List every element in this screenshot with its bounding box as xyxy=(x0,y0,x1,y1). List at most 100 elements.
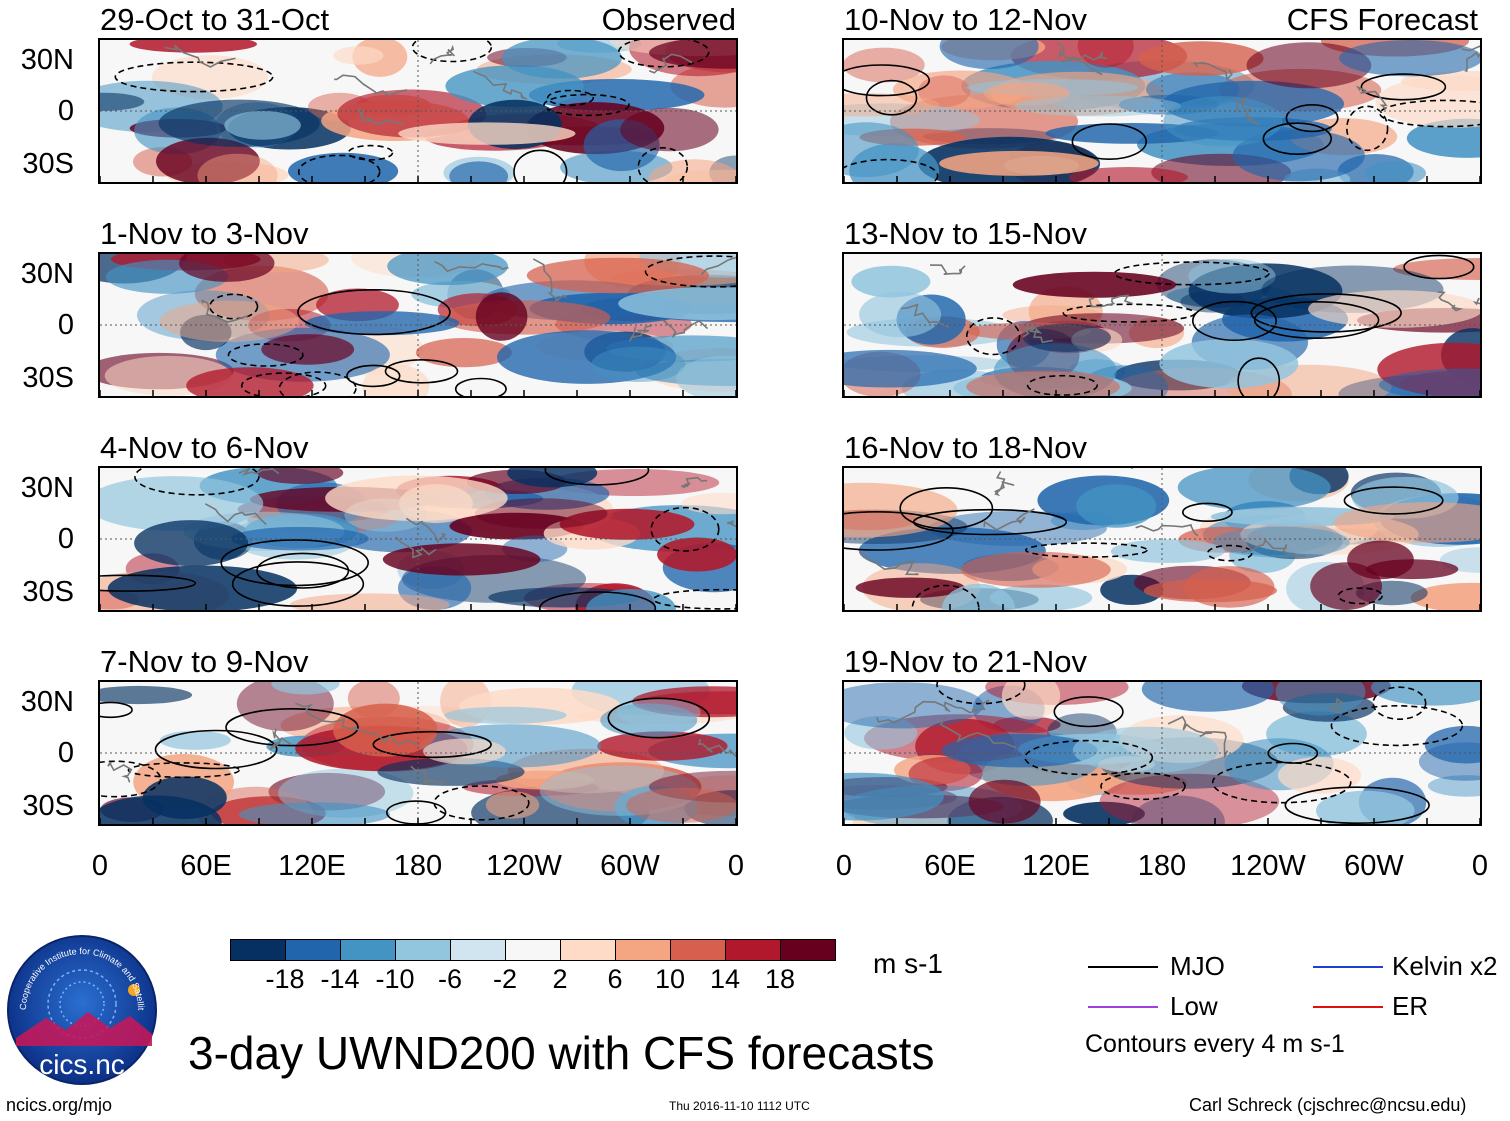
mjo-contour xyxy=(278,371,357,396)
colorbar-swatch xyxy=(505,939,561,961)
anomaly-region xyxy=(844,772,944,821)
panel-title: 19-Nov to 21-Nov xyxy=(844,644,1087,679)
coastline xyxy=(1437,291,1464,312)
mjo-contour xyxy=(1379,99,1480,128)
colorbar-tick-label: 18 xyxy=(764,964,796,994)
legend-swatch xyxy=(1088,966,1158,968)
anomaly-region xyxy=(382,543,541,576)
colorbar-swatch xyxy=(615,939,671,961)
mjo-contour xyxy=(240,372,327,396)
lat-tick-label: 30S xyxy=(22,790,74,822)
mjo-contour xyxy=(1062,303,1196,323)
lon-tick-label: 60E xyxy=(180,850,232,882)
mjo-contour xyxy=(297,288,451,336)
lon-tick-label: 120E xyxy=(1022,850,1090,882)
coastline xyxy=(994,471,1015,497)
mjo-contour xyxy=(347,144,394,161)
anomaly-region xyxy=(1014,95,1182,117)
legend-swatch xyxy=(1088,1006,1158,1008)
coastline xyxy=(238,468,280,476)
coastline xyxy=(357,107,405,126)
mjo-contour xyxy=(1026,374,1098,396)
mjo-contour xyxy=(100,701,133,719)
anomaly-region xyxy=(1410,582,1480,610)
anomaly-region xyxy=(100,685,193,705)
coastline xyxy=(472,70,528,100)
lon-tick-label: 120W xyxy=(1230,850,1306,882)
coastline xyxy=(1192,61,1233,82)
map-panel xyxy=(842,38,1482,184)
anomaly-region xyxy=(156,137,260,182)
panel-title: 1-Nov to 3-Nov xyxy=(100,216,309,251)
anomaly-region xyxy=(559,508,695,540)
mjo-contour xyxy=(637,147,689,182)
anomaly-region xyxy=(1213,526,1350,558)
lon-tick-label: 120W xyxy=(486,850,562,882)
anomaly-region xyxy=(844,682,984,729)
lon-tick-label: 0 xyxy=(91,850,109,882)
mjo-contour xyxy=(114,61,274,93)
mjo-contour xyxy=(433,785,530,821)
anomaly-region xyxy=(1022,323,1111,352)
lon-tick-label: 60W xyxy=(600,850,660,882)
mjo-contour xyxy=(1346,105,1389,152)
map-panel xyxy=(842,680,1482,826)
lon-tick-label: 0 xyxy=(1471,850,1489,882)
anomaly-region xyxy=(1077,40,1134,68)
anomaly-region xyxy=(238,802,391,824)
anomaly-region xyxy=(939,150,1099,176)
anomaly-region xyxy=(844,349,977,388)
mjo-contour xyxy=(134,468,260,496)
anomaly-region xyxy=(485,791,540,819)
map-panel xyxy=(98,466,738,612)
coastline xyxy=(395,536,437,559)
anomaly-region xyxy=(620,107,719,152)
coastline xyxy=(1461,45,1480,72)
anomaly-region xyxy=(230,526,369,551)
coastline xyxy=(726,519,736,528)
lat-tick-label: 30N xyxy=(20,258,74,290)
mjo-contour xyxy=(911,584,980,610)
mjo-contour xyxy=(543,93,630,117)
anomaly-region xyxy=(657,537,736,572)
anomaly-region xyxy=(159,730,231,750)
coastline xyxy=(429,44,456,65)
mjo-contour xyxy=(1053,696,1124,728)
anomaly-region xyxy=(197,153,278,182)
mjo-contour xyxy=(650,506,720,552)
lat-tick-label: 30S xyxy=(22,362,74,394)
heatmap-field xyxy=(844,682,1480,824)
mjo-contour xyxy=(454,377,507,396)
anomaly-region xyxy=(1068,167,1188,182)
coastline xyxy=(662,319,709,338)
footer-author: Carl Schreck (cjschrec@ncsu.edu) xyxy=(1189,1095,1467,1115)
coastline xyxy=(352,726,419,747)
mjo-contour xyxy=(154,729,278,770)
colorbar-swatch xyxy=(340,939,396,961)
anomaly-region xyxy=(600,703,698,738)
anomaly-region xyxy=(1099,773,1280,824)
mjo-contour xyxy=(297,154,381,182)
legend-label: MJO xyxy=(1170,951,1225,981)
mjo-contour xyxy=(1372,686,1427,721)
panel-title: 16-Nov to 18-Nov xyxy=(844,430,1087,465)
colorbar-tick-label: -14 xyxy=(320,964,360,994)
anomaly-region xyxy=(983,81,1070,106)
lon-tick-label: 180 xyxy=(393,850,443,882)
mjo-contour xyxy=(546,89,595,107)
map-panel xyxy=(98,38,738,184)
mjo-contour xyxy=(844,158,939,182)
anomaly-region xyxy=(333,703,438,757)
coastline xyxy=(983,508,1035,531)
panel-title: 10-Nov to 12-Nov xyxy=(844,2,1087,37)
mjo-contour xyxy=(544,468,650,486)
anomaly-region xyxy=(261,334,355,365)
legend-label: Low xyxy=(1170,991,1218,1021)
mjo-contour xyxy=(1237,357,1281,396)
lon-tick-label: 120E xyxy=(278,850,346,882)
heatmap-field xyxy=(100,468,736,610)
map-panel xyxy=(842,466,1482,612)
coastline xyxy=(410,765,446,786)
chart-title: 3-day UWND200 with CFS forecasts xyxy=(188,1027,935,1079)
colorbar-swatch xyxy=(395,939,451,961)
